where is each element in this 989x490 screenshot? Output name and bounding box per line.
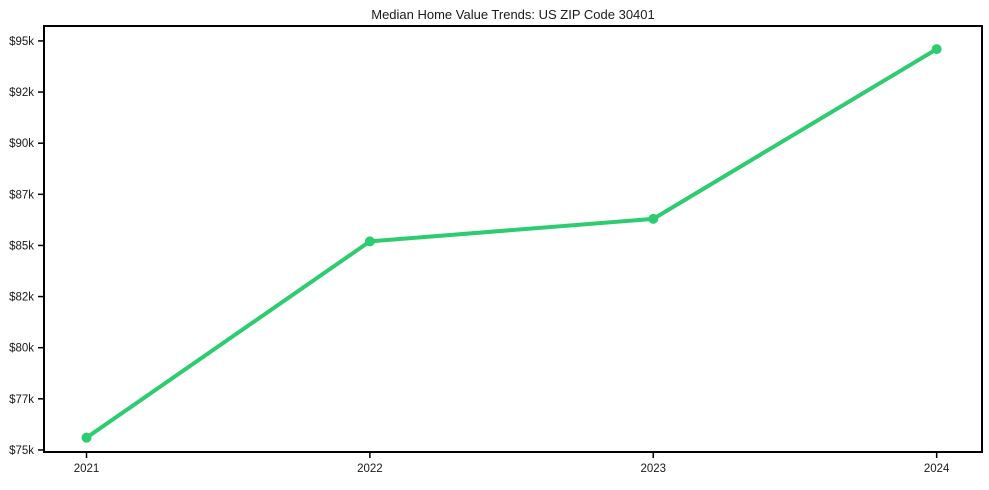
y-tick-label: $75k (9, 445, 34, 457)
y-tick-label: $92k (9, 87, 34, 99)
y-tick-label: $87k (9, 189, 34, 201)
x-tick-label: 2021 (74, 463, 100, 475)
data-point-marker (648, 213, 659, 224)
x-tick-label: 2023 (640, 463, 666, 475)
x-tick-label: 2022 (357, 463, 383, 475)
plot-frame (43, 25, 983, 453)
data-point-marker (81, 432, 92, 443)
chart-title: Median Home Value Trends: US ZIP Code 30… (371, 7, 655, 22)
y-tick-label: $80k (9, 343, 34, 355)
data-point-marker (931, 44, 942, 55)
y-tick-label: $82k (9, 292, 34, 304)
y-tick-label: $85k (9, 240, 34, 252)
y-tick-label: $90k (9, 138, 34, 150)
y-tick-label: $77k (9, 394, 34, 406)
y-tick-label: $95k (9, 36, 34, 48)
trend-line (84, 47, 939, 440)
x-tick-label: 2024 (924, 463, 950, 475)
data-point-marker (364, 236, 375, 247)
